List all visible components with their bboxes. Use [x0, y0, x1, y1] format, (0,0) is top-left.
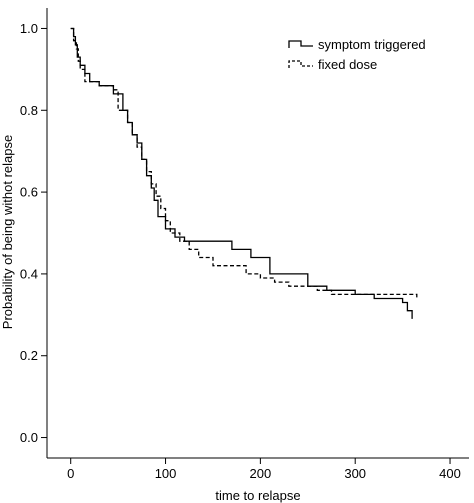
x-tick-label: 300: [344, 466, 366, 481]
series-line-symptom-triggered: [70, 27, 413, 319]
series-line-fixed-dose: [70, 27, 418, 299]
y-tick-label: 0.0: [20, 430, 38, 445]
y-tick-label: 0.2: [20, 348, 38, 363]
x-tick-label: 400: [439, 466, 461, 481]
x-tick-label: 100: [155, 466, 177, 481]
plot-area: [70, 27, 418, 319]
legend-label-symptom-triggered: symptom triggered: [318, 37, 426, 52]
y-tick-label: 1.0: [20, 21, 38, 36]
y-tick-label: 0.8: [20, 103, 38, 118]
axes: 0 100 200 300 400 0.0 0.2 0.4 0.6 0.8 1.0 time to r…: [0, 8, 469, 503]
x-axis-label: time to relapse: [215, 488, 300, 503]
legend-swatch-fixed-dose: [288, 60, 313, 68]
x-tick-label: 0: [67, 466, 74, 481]
legend: symptom triggered fixed dose: [288, 37, 426, 72]
x-tick-label: 200: [250, 466, 272, 481]
legend-swatch-symptom-triggered: [288, 40, 313, 48]
y-tick-label: 0.6: [20, 185, 38, 200]
y-tick-label: 0.4: [20, 266, 38, 281]
legend-label-fixed-dose: fixed dose: [318, 57, 377, 72]
y-axis-label: Probability of being withot relapse: [0, 135, 15, 329]
